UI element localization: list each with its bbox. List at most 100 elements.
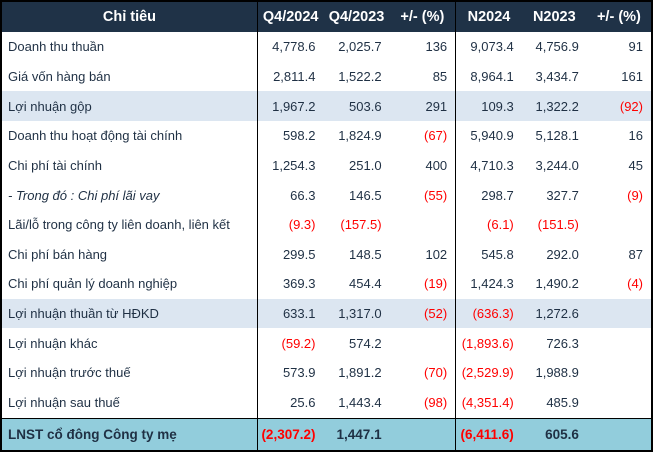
value-cell bbox=[586, 358, 652, 388]
value-cell bbox=[389, 209, 457, 240]
column-header-n2023: N2023 bbox=[521, 1, 587, 32]
row-label: Lợi nhuận thuần từ HĐKD bbox=[1, 298, 258, 329]
value-cell: (9.3) bbox=[257, 209, 324, 240]
value-cell: (67) bbox=[389, 120, 457, 151]
value-cell: 87 bbox=[586, 239, 652, 270]
column-header-q4-2024: Q4/2024 bbox=[257, 1, 324, 32]
value-cell: 109.3 bbox=[455, 91, 522, 121]
column-header-pct-year: +/- (%) bbox=[586, 1, 652, 32]
row-label: Lợi nhuận trước thuế bbox=[1, 358, 258, 388]
row-label: Lợi nhuận gộp bbox=[1, 91, 258, 121]
value-cell: 2,025.7 bbox=[323, 32, 390, 62]
value-cell: (2,529.9) bbox=[455, 358, 522, 388]
table-row: Lợi nhuận gộp 1,967.2 503.6 291 109.3 1,322.2… bbox=[1, 91, 652, 121]
value-cell: 136 bbox=[389, 32, 457, 62]
table-header: Chỉ tiêu Q4/2024 Q4/2023 +/- (%) N2024 N… bbox=[1, 1, 652, 32]
value-cell: 5,940.9 bbox=[455, 120, 522, 151]
value-cell: (4,351.4) bbox=[455, 387, 522, 419]
value-cell: 148.5 bbox=[323, 239, 390, 270]
table-row: Doanh thu thuần 4,778.6 2,025.7 136 9,073.4 4… bbox=[1, 32, 652, 62]
value-cell: 1,317.0 bbox=[323, 298, 390, 329]
value-cell: 251.0 bbox=[323, 150, 390, 181]
value-cell: (98) bbox=[389, 387, 457, 419]
value-cell: 1,967.2 bbox=[257, 91, 324, 121]
value-cell: 1,522.2 bbox=[323, 61, 390, 92]
value-cell: 85 bbox=[389, 61, 457, 92]
value-cell: 292.0 bbox=[521, 239, 587, 270]
value-cell: (636.3) bbox=[455, 298, 522, 329]
table-body: Doanh thu thuần 4,778.6 2,025.7 136 9,073.4 4… bbox=[1, 32, 652, 451]
row-label: Lợi nhuận sau thuế bbox=[1, 387, 258, 419]
value-cell: (2,307.2) bbox=[257, 417, 324, 451]
value-cell: (157.5) bbox=[323, 209, 390, 240]
value-cell: 4,710.3 bbox=[455, 150, 522, 181]
value-cell: 1,322.2 bbox=[521, 91, 587, 121]
value-cell: 3,244.0 bbox=[521, 150, 587, 181]
value-cell: 102 bbox=[389, 239, 457, 270]
row-label: Giá vốn hàng bán bbox=[1, 61, 258, 92]
value-cell: (92) bbox=[586, 91, 652, 121]
table-row: Doanh thu hoạt động tài chính 598.2 1,824.… bbox=[1, 120, 652, 151]
value-cell: 25.6 bbox=[257, 387, 324, 419]
value-cell: 4,778.6 bbox=[257, 32, 324, 62]
row-label: Chi phí tài chính bbox=[1, 150, 258, 181]
value-cell: 3,434.7 bbox=[521, 61, 587, 92]
column-header-n2024: N2024 bbox=[455, 1, 522, 32]
value-cell: 1,254.3 bbox=[257, 150, 324, 181]
row-label: Lãi/lỗ trong công ty liên doanh, liên kế… bbox=[1, 209, 258, 240]
value-cell: 726.3 bbox=[521, 328, 587, 359]
value-cell: 66.3 bbox=[257, 180, 324, 210]
value-cell: 161 bbox=[586, 61, 652, 92]
value-cell: 454.4 bbox=[323, 269, 390, 299]
value-cell: 45 bbox=[586, 150, 652, 181]
row-label: Doanh thu hoạt động tài chính bbox=[1, 120, 258, 151]
value-cell: (9) bbox=[586, 180, 652, 210]
value-cell: (52) bbox=[389, 298, 457, 329]
value-cell: 298.7 bbox=[455, 180, 522, 210]
value-cell: 1,988.9 bbox=[521, 358, 587, 388]
row-label: Doanh thu thuần bbox=[1, 32, 258, 62]
value-cell: 5,128.1 bbox=[521, 120, 587, 151]
value-cell bbox=[586, 387, 652, 419]
table-row: - Trong đó : Chi phí lãi vay 66.3 146.5 (55… bbox=[1, 180, 652, 210]
value-cell: 4,756.9 bbox=[521, 32, 587, 62]
value-cell: 1,272.6 bbox=[521, 298, 587, 329]
value-cell: 545.8 bbox=[455, 239, 522, 270]
value-cell: 146.5 bbox=[323, 180, 390, 210]
row-label: LNST cổ đông Công ty mẹ bbox=[1, 417, 258, 451]
value-cell bbox=[586, 417, 652, 451]
value-cell: (151.5) bbox=[521, 209, 587, 240]
value-cell: 327.7 bbox=[521, 180, 587, 210]
value-cell bbox=[586, 298, 652, 329]
column-header-q4-2023: Q4/2023 bbox=[323, 1, 390, 32]
value-cell: 1,490.2 bbox=[521, 269, 587, 299]
value-cell: (59.2) bbox=[257, 328, 324, 359]
table-row: Lợi nhuận thuần từ HĐKD 633.1 1,317.0 (52)(… bbox=[1, 298, 652, 329]
value-cell: 369.3 bbox=[257, 269, 324, 299]
value-cell: (19) bbox=[389, 269, 457, 299]
table-row: Chi phí tài chính 1,254.3 251.0 400 4,710.3 3… bbox=[1, 150, 652, 181]
value-cell bbox=[389, 328, 457, 359]
value-cell: 1,443.4 bbox=[323, 387, 390, 419]
table-row: Lợi nhuận khác (59.2) 574.2 (1,893.6) 726.3 bbox=[1, 328, 652, 359]
value-cell: (1,893.6) bbox=[455, 328, 522, 359]
value-cell: 1,891.2 bbox=[323, 358, 390, 388]
value-cell: 9,073.4 bbox=[455, 32, 522, 62]
value-cell: 485.9 bbox=[521, 387, 587, 419]
row-label: Chi phí quản lý doanh nghiệp bbox=[1, 269, 258, 299]
value-cell: 91 bbox=[586, 32, 652, 62]
row-label: - Trong đó : Chi phí lãi vay bbox=[1, 180, 258, 210]
row-label: Chi phí bán hàng bbox=[1, 239, 258, 270]
value-cell: 299.5 bbox=[257, 239, 324, 270]
table-row: Chi phí quản lý doanh nghiệp 369.3 454.4 (1… bbox=[1, 269, 652, 299]
value-cell bbox=[586, 209, 652, 240]
table-row: Lãi/lỗ trong công ty liên doanh, liên kế… bbox=[1, 209, 652, 240]
value-cell: 574.2 bbox=[323, 328, 390, 359]
column-header-chi-tieu: Chỉ tiêu bbox=[1, 1, 258, 32]
value-cell: (4) bbox=[586, 269, 652, 299]
value-cell: 2,811.4 bbox=[257, 61, 324, 92]
table-row: Lợi nhuận sau thuế 25.6 1,443.4 (98) (4,351.… bbox=[1, 387, 652, 419]
table-row: Giá vốn hàng bán 2,811.4 1,522.2 85 8,964.1 3… bbox=[1, 61, 652, 92]
